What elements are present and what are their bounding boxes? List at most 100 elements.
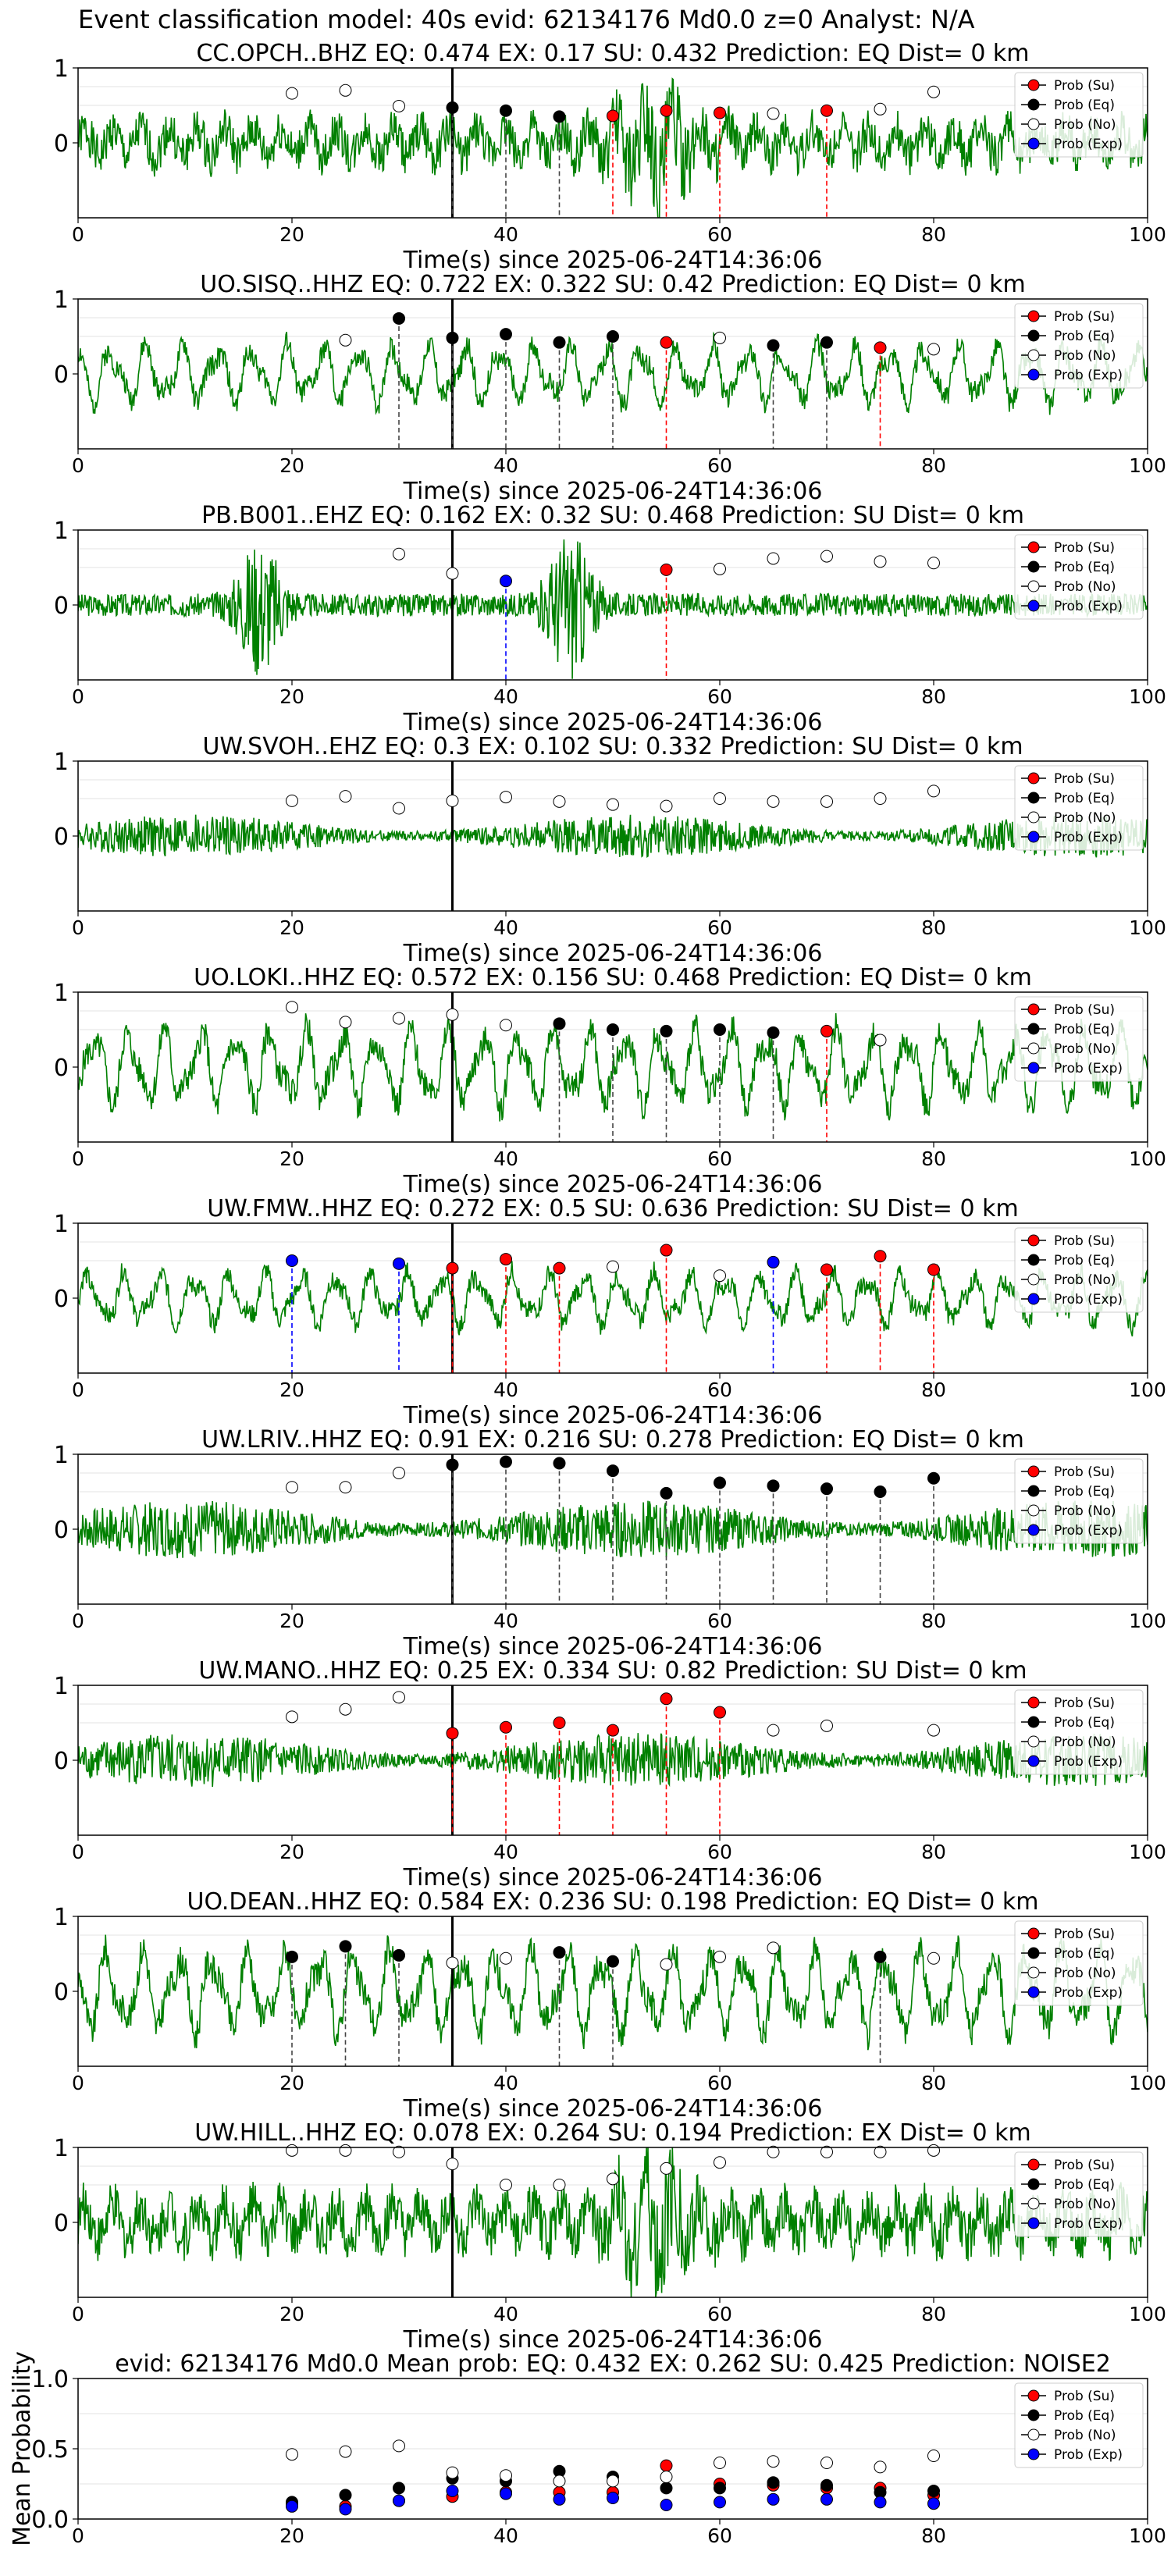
x-tick-label: 20 [279,1610,304,1632]
probability-point-no [874,102,887,116]
legend-label: Prob (Exp) [1054,2447,1123,2463]
x-tick-label: 60 [707,2072,732,2094]
legend-marker-su [1027,1927,1040,1940]
x-tick-label: 80 [921,1379,946,1401]
mean-probability-point-exp [553,2492,566,2506]
legend-label: Prob (Eq) [1054,560,1115,575]
probability-point-no [393,802,405,815]
x-tick-label: 40 [493,916,518,939]
legend-marker-su [1027,79,1040,91]
probability-point-no [927,557,940,570]
x-tick-label: 80 [921,685,946,708]
legend-label: Prob (No) [1054,579,1116,595]
probability-point-su [607,109,619,123]
probability-point-no [927,2144,940,2157]
probability-point-no [553,2179,566,2191]
probability-point-eq [393,311,405,325]
probability-point-eq [500,104,512,117]
probability-point-no [339,333,352,347]
x-tick-label: 80 [921,2303,946,2325]
y-tick-label: 0 [54,2210,69,2237]
x-tick-label: 20 [279,1841,304,1863]
probability-point-eq [393,1948,405,1962]
legend: Prob (Su) Prob (Eq) Prob (No) Prob (Exp) [1014,765,1144,851]
mean-probability-point-no [607,2475,619,2488]
axes-frame [77,2147,1148,2298]
probability-point-no [820,1719,833,1732]
legend-label: Prob (Su) [1054,309,1115,325]
legend-label: Prob (Eq) [1054,1484,1115,1500]
legend-box [1014,72,1144,158]
mean-probability-point-exp [286,2500,298,2513]
legend-label: Prob (Su) [1054,1464,1115,1480]
legend-label: Prob (Exp) [1054,1292,1123,1308]
probability-point-su [660,336,673,349]
probability-point-no [767,1724,780,1737]
probability-point-eq [714,1023,726,1036]
mean-probability-point-eq [339,2489,352,2502]
mean-probability-point-no [500,2469,512,2482]
probability-point-eq [607,330,619,343]
legend-marker-no [1027,349,1040,361]
legend-marker-eq [1027,560,1040,573]
probability-point-su [714,106,726,119]
legend-marker-exp [1027,1293,1040,1305]
mean-probability-point-no [927,2450,940,2462]
y-axis-label: Mean Probability [9,2351,36,2546]
probability-point-exp [767,1255,780,1268]
probability-point-no [339,2144,352,2157]
x-axis-label: Time(s) since 2025-06-24T14:36:06 [403,1402,823,1429]
probability-point-no [393,1467,405,1479]
x-tick-label: 20 [279,2524,304,2547]
probability-point-su [660,563,673,576]
probability-point-no [286,87,298,100]
legend-box [1014,2382,1144,2468]
legend: Prob (Su) Prob (Eq) Prob (No) Prob (Exp) [1014,1227,1144,1313]
probability-point-no [874,2145,887,2158]
waveform-panel: UW.SVOH..EHZ EQ: 0.3 EX: 0.102 SU: 0.332… [54,733,1166,967]
legend: Prob (Su) Prob (Eq) Prob (No) Prob (Exp) [1014,1689,1144,1775]
y-tick-label: 1 [54,749,69,776]
probability-point-no [820,795,833,808]
probability-point-su [660,104,673,117]
legend-marker-su [1027,1465,1040,1478]
probability-point-no [500,1019,512,1032]
probability-point-eq [446,331,459,344]
mean-probability-point-exp [607,2492,619,2504]
probability-point-eq [767,1479,780,1493]
x-tick-label: 60 [707,1841,732,1863]
legend-label: Prob (Exp) [1054,1061,1123,1076]
legend-label: Prob (Eq) [1054,329,1115,344]
legend-marker-no [1027,1273,1040,1286]
x-tick-label: 60 [707,2303,732,2325]
legend-box [1014,996,1144,1082]
x-tick-label: 20 [279,1379,304,1401]
legend-label: Prob (Su) [1054,771,1115,787]
legend-label: Prob (Exp) [1054,137,1123,152]
legend-label: Prob (Exp) [1054,2216,1123,2232]
probability-point-no [446,567,459,580]
x-tick-label: 60 [707,223,732,246]
y-tick-label: 0 [54,1517,69,1544]
legend-marker-no [1027,2428,1040,2441]
legend-label: Prob (Eq) [1054,1253,1115,1268]
x-tick-label: 60 [707,685,732,708]
legend-label: Prob (No) [1054,348,1116,364]
y-tick-label: 1 [54,1904,69,1931]
subplot-title: CC.OPCH..BHZ EQ: 0.474 EX: 0.17 SU: 0.43… [196,40,1029,67]
legend-label: Prob (Eq) [1054,791,1115,806]
probability-point-no [446,1956,459,1969]
waveform-trace [78,814,1148,858]
y-tick-label: 0 [54,592,69,620]
probability-point-eq [500,328,512,341]
probability-point-su [607,1724,619,1737]
y-tick-label: 0 [54,824,69,851]
probability-point-no [767,1941,780,1955]
legend-marker-eq [1027,1947,1040,1959]
probability-point-no [286,1710,298,1724]
legend-marker-exp [1027,2448,1040,2460]
x-tick-label: 20 [279,2303,304,2325]
legend-label: Prob (Eq) [1054,1022,1115,1037]
legend-marker-su [1027,772,1040,785]
probability-point-eq [820,1482,833,1496]
